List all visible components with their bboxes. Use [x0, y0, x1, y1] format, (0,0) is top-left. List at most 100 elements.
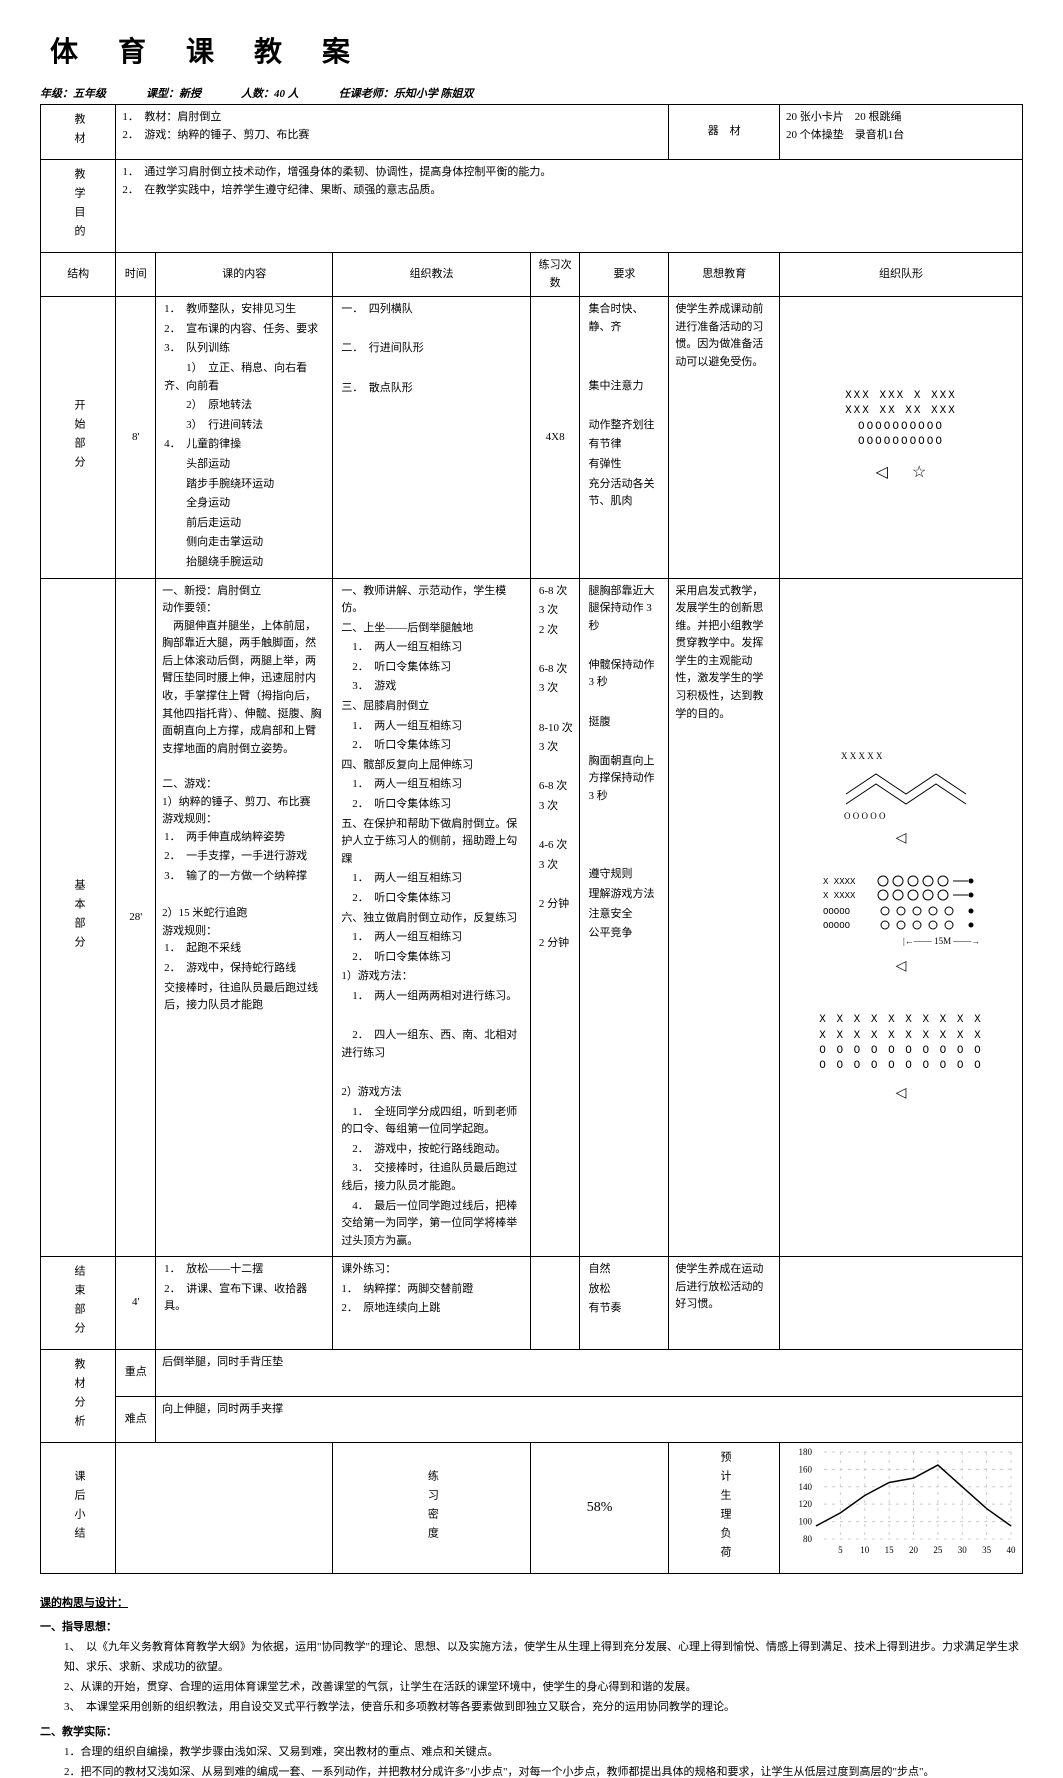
list-item: 3． 队列训练: [164, 340, 326, 358]
part3-thought: 使学生养成在运动后进行放松活动的好习惯。: [669, 1257, 780, 1350]
list-item: 1． 两人一组两两相对进行练习。: [341, 988, 524, 1006]
list-item: 动作整齐划往: [588, 417, 662, 435]
list-item: 1）游戏方法：: [341, 968, 524, 986]
list-item: 伸髋保持动作 3 秒: [588, 657, 662, 692]
list-item: 胸面朝直向上方撑保持动作 3 秒: [588, 753, 662, 806]
list-item: 挺腹: [588, 714, 662, 732]
formation-diagram-2: X XXXX X XXXX OOOOO OOOOO |←—— 15M ——→|: [823, 872, 978, 952]
list-item: 踏步手腕绕环运动: [164, 476, 326, 494]
count-value: 40 人: [274, 88, 299, 100]
list-item: 4． 儿童韵律操: [164, 436, 326, 454]
part2-time: 28': [116, 578, 156, 1257]
svg-text:|←—— 15M ——→|: |←—— 15M ——→|: [903, 936, 978, 946]
list-item: 3 次: [539, 798, 574, 816]
part3-formation: [779, 1257, 1022, 1350]
part2-requirement: 腿胸部靠近大腿保持动作 3 秒 伸髋保持动作 3 秒 挺腹 胸面朝直向上方撑保持…: [580, 578, 669, 1257]
list-item: 侧向走击掌运动: [164, 534, 326, 552]
grade-value: 五年级: [73, 88, 106, 100]
list-item: 3． 游戏: [341, 678, 524, 696]
list-item: 头部运动: [164, 456, 326, 474]
load-label: 预计生理负荷: [669, 1443, 780, 1574]
svg-text:20: 20: [909, 1545, 919, 1555]
key-label: 重点: [116, 1350, 156, 1397]
list-item: [588, 827, 662, 845]
list-item: 遵守规则: [588, 866, 662, 884]
svg-text:X XXXX: X XXXX: [823, 877, 856, 887]
count-label: 人数：: [241, 88, 274, 100]
list-item: 2． 游戏中，按蛇行路线跑动。: [341, 1141, 524, 1159]
part3-time: 4': [116, 1257, 156, 1350]
p2-s1-title: 一、新授：肩肘倒立: [162, 583, 326, 601]
list-item: 2． 听口令集体练习: [341, 949, 524, 967]
col-time: 时间: [116, 253, 156, 297]
list-item: 3． 交接棒时，往追队员最后跑过线后，接力队员才能跑。: [341, 1160, 524, 1195]
grade-label: 年级：: [40, 88, 73, 100]
list-item: 6-8 次: [539, 778, 574, 796]
key-value: 后倒举腿，同时手背压垫: [156, 1350, 1023, 1397]
list-item: 2）游戏方法: [341, 1084, 524, 1102]
load-chart: 80100120140160180510152025303540: [786, 1447, 1016, 1557]
list-item: 2． 原地连续向上跳: [341, 1300, 524, 1318]
list-item: 2 分钟: [539, 896, 574, 914]
list-item: 课外练习：: [341, 1261, 524, 1279]
star-icon: ☆: [912, 464, 926, 481]
type-value: 新授: [179, 88, 201, 100]
list-item: 四、髋部反复向上屈伸练习: [341, 757, 524, 775]
footer-item: 1．合理的组织自编操，教学步骤由浅如深、又易到难，突出教材的重点、难点和关键点。: [64, 1743, 1023, 1763]
p2-game-rules-label: 游戏规则：: [162, 811, 326, 829]
col-reps: 练习次数: [530, 253, 580, 297]
footer-item: 3、 本课堂采用创新的组织教法，用自设交叉式平行教学法，使音乐和多项教材等各要素…: [64, 1698, 1023, 1718]
part3-reps: [530, 1257, 580, 1350]
list-item: 8-10 次: [539, 720, 574, 738]
density-value: 58%: [530, 1443, 669, 1574]
list-item: 交接棒时，往追队员最后跑过线后，接力队员才能跑: [164, 980, 326, 1015]
part3-method: 课外练习：1． 纳粹撑：两脚交替前蹬2． 原地连续向上跳: [333, 1257, 531, 1350]
footer-title: 课的构思与设计：: [40, 1594, 1023, 1610]
list-item: 二、上坐——后倒举腿触地: [341, 620, 524, 638]
list-item: [588, 397, 662, 415]
part2-method: 一、教师讲解、示范动作，学生模仿。二、上坐——后倒举腿触地 1． 两人一组互相练…: [333, 578, 531, 1257]
p2-s1-subtitle: 动作要领：: [162, 600, 326, 618]
list-item: [588, 847, 662, 865]
list-item: 六、独立做肩肘倒立动作，反复练习: [341, 910, 524, 928]
list-item: [341, 321, 524, 339]
list-item: 2． 讲课、宣布下课、收拾器具。: [164, 1281, 326, 1316]
list-item: 1． 两人一组互相练习: [341, 929, 524, 947]
list-item: 3． 输了的一方做一个纳粹撑: [164, 868, 326, 886]
part2-label: 基本部分: [41, 578, 116, 1257]
list-item: 1． 两人一组互相练习: [341, 718, 524, 736]
svg-text:O O O O O: O O O O O: [844, 811, 886, 821]
list-item: 抬腿绕手腕运动: [164, 554, 326, 572]
difficult-label: 难点: [116, 1396, 156, 1443]
part2-formation: X X X X X O O O O O ◁ X XXXX X XXXX OOOO…: [779, 578, 1022, 1257]
list-item: 有弹性: [588, 456, 662, 474]
svg-text:X XXXX: X XXXX: [823, 891, 856, 901]
col-structure: 结构: [41, 253, 116, 297]
part1-requirement: 集合时快、静、齐 集中注意力 动作整齐划往有节律有弹性充分活动各关节、肌肉: [580, 297, 669, 578]
list-item: 2 分钟: [539, 935, 574, 953]
list-item: 3 次: [539, 680, 574, 698]
formation-row: OOOOOOOOOO: [786, 435, 1016, 450]
p2-s1-text: 两腿伸直并腿坐，上体前屈，胸部靠近大腿，两手触脚面，然后上体滚动后倒，两腿上举，…: [162, 618, 326, 759]
list-item: [539, 818, 574, 836]
footer-item: 2、从课的开始，贯穿、合理的运用体育课堂艺术，改善课堂的气氛，让学生在活跃的课堂…: [64, 1678, 1023, 1698]
list-item: [539, 876, 574, 894]
list-item: [588, 808, 662, 826]
part1-content: 1． 教师整队，安排见习生2． 宣布课的内容、任务、要求3． 队列训练 1） 立…: [156, 297, 333, 578]
svg-text:40: 40: [1006, 1545, 1016, 1555]
list-item: 2． 四人一组东、西、南、北相对进行练习: [341, 1027, 524, 1062]
list-item: 4-6 次: [539, 837, 574, 855]
svg-text:25: 25: [933, 1545, 943, 1555]
svg-text:160: 160: [798, 1465, 812, 1475]
arrow-icon: ◁: [876, 464, 888, 481]
equipment-label: 器 材: [669, 105, 780, 160]
col-formation: 组织队形: [779, 253, 1022, 297]
list-item: 1． 两手伸直成纳粹姿势: [164, 829, 326, 847]
list-item: 1． 起跑不采线: [164, 940, 326, 958]
list-item: 一． 四列横队: [341, 301, 524, 319]
list-item: [588, 338, 662, 356]
svg-text:OOOOO: OOOOO: [823, 921, 850, 931]
list-item: 三、屈膝肩肘倒立: [341, 698, 524, 716]
svg-text:OOOOO: OOOOO: [823, 907, 850, 917]
list-item: 2） 原地转法: [164, 397, 326, 415]
